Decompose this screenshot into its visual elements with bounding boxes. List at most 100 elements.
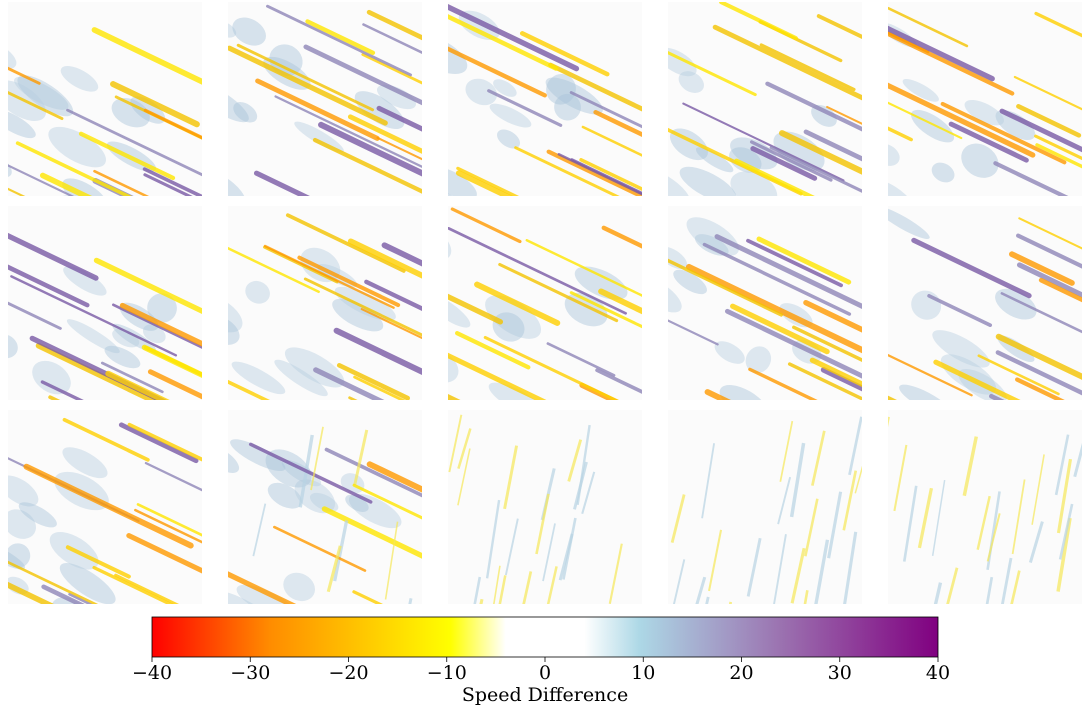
- panel-blob: [679, 166, 737, 196]
- panel-blob: [719, 385, 769, 400]
- panel-streak: [143, 345, 202, 377]
- panel-streak: [888, 82, 1036, 158]
- panel-streak: [1056, 517, 1072, 592]
- panel-streak: [305, 19, 376, 56]
- panel-streak: [888, 126, 913, 142]
- panel-streak: [324, 447, 422, 498]
- panel-streak: [62, 417, 150, 462]
- panel-streak: [448, 14, 559, 71]
- panel-bg: [668, 2, 862, 196]
- panel-streak: [562, 517, 577, 580]
- panel-streak: [672, 559, 686, 604]
- panel-streak: [962, 436, 978, 497]
- panel-streak: [448, 414, 463, 473]
- panel-streak: [1035, 143, 1082, 169]
- panel-streak: [347, 238, 422, 279]
- panel-streak: [236, 43, 375, 112]
- panel-streak: [719, 2, 798, 41]
- panel-streak: [78, 131, 176, 181]
- panel-streak: [352, 590, 383, 604]
- panel-blob: [488, 382, 547, 400]
- panel-streak: [303, 277, 422, 337]
- panel-streak: [854, 465, 862, 494]
- panel-streak: [977, 354, 1060, 396]
- panel-streak: [136, 503, 202, 537]
- panel-streak: [457, 428, 472, 469]
- panel-streak: [1054, 434, 1070, 496]
- panel-streak: [8, 164, 75, 196]
- panel-streak: [381, 242, 422, 267]
- panel-streak: [263, 245, 339, 284]
- panel-streak: [1000, 557, 1013, 604]
- heatmap-panel: [668, 206, 862, 400]
- heatmap-panel: [888, 410, 1082, 604]
- panel-streak: [748, 367, 818, 400]
- panel-blob: [448, 166, 477, 196]
- panel-streak: [1056, 458, 1073, 534]
- panel-blob: [376, 84, 416, 110]
- panel-streak: [514, 146, 620, 196]
- panel-streak: [493, 565, 501, 604]
- panel-streak: [40, 380, 84, 400]
- panel-streak: [848, 416, 862, 476]
- panel-streak: [1016, 103, 1082, 138]
- panel-streak: [8, 264, 90, 308]
- panel-streak: [546, 149, 642, 196]
- panel-streak: [448, 227, 627, 315]
- panel-streak: [927, 294, 993, 327]
- panel-streak: [569, 291, 642, 329]
- panel-blob: [546, 73, 576, 105]
- panel-blob: [60, 66, 99, 92]
- panel-bg: [8, 206, 202, 400]
- panel-streak: [366, 9, 422, 41]
- panel-streak: [803, 300, 862, 333]
- panel-streak: [581, 125, 642, 157]
- panel-streak: [668, 51, 757, 97]
- panel-streak: [384, 521, 399, 600]
- x-tick-label: −20: [328, 662, 368, 684]
- panel-bg: [888, 410, 1082, 604]
- panel-blob: [668, 47, 697, 77]
- panel-streak: [318, 121, 422, 177]
- panel-streak: [144, 461, 202, 492]
- panel-streak: [557, 152, 642, 196]
- panel-blob: [489, 103, 532, 128]
- panel-streak: [455, 170, 513, 196]
- panel-blob: [231, 361, 286, 395]
- panel-blob: [228, 591, 278, 604]
- panel-streak: [546, 342, 616, 377]
- panel-streak: [352, 483, 422, 520]
- panel-streak: [746, 537, 762, 597]
- panel-blob: [995, 110, 1036, 141]
- panel-blob: [332, 298, 384, 332]
- panel-streak: [773, 534, 787, 604]
- panel-streak: [347, 114, 422, 154]
- panel-streak: [888, 353, 973, 397]
- panel-streak: [820, 367, 862, 392]
- panel-streak: [313, 367, 385, 400]
- heatmap-panel: [668, 2, 862, 196]
- panel-streak: [39, 172, 93, 196]
- panel-blob: [66, 319, 120, 354]
- panel-streak: [789, 442, 806, 518]
- panel-streak: [448, 394, 461, 400]
- panel-streak: [252, 503, 267, 557]
- panel-blob: [245, 280, 270, 304]
- panel-streak: [65, 545, 131, 579]
- x-tick-label: −10: [427, 662, 467, 684]
- panel-blob: [714, 341, 745, 364]
- panel-blob: [902, 78, 939, 102]
- panel-streak: [712, 24, 862, 101]
- x-tick-label: 10: [631, 662, 655, 684]
- panel-streak: [366, 461, 422, 493]
- panel-streak: [888, 25, 995, 82]
- panel-streak: [66, 108, 202, 177]
- panel-blob: [32, 360, 71, 395]
- panel-blob: [899, 384, 952, 400]
- panel-streak: [23, 463, 194, 549]
- panel-streak: [714, 234, 862, 309]
- panel-streak: [986, 513, 1001, 562]
- panel-blob: [493, 79, 517, 97]
- panel-streak: [273, 525, 367, 572]
